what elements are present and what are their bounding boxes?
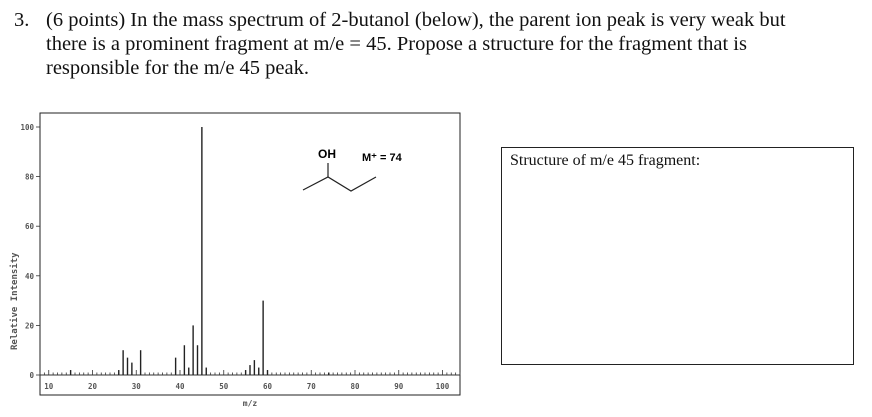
- oh-label: OH: [318, 147, 336, 161]
- question-line: responsible for the m/e 45 peak.: [46, 57, 310, 79]
- question-number: 3.: [14, 9, 30, 31]
- y-tick-label: 100: [20, 123, 34, 132]
- carbon-chain: [302, 176, 377, 192]
- x-tick-label: 20: [88, 382, 98, 391]
- mass-spectrum-chart: Relative Intensity m/z 10 20 30 40 50 60 70 80 9…: [9, 112, 461, 408]
- x-tick-label: 30: [132, 382, 142, 391]
- x-tick-label: 100: [436, 382, 450, 391]
- y-axis-label: Relative Intensity: [9, 252, 20, 350]
- mplus-label: M⁺ = 74: [362, 152, 403, 164]
- x-tick-label: 70: [307, 382, 317, 391]
- molecule-structure: OH M⁺ = 74: [302, 147, 403, 192]
- y-tick-label: 20: [25, 321, 35, 330]
- x-tick-label: 90: [394, 382, 404, 391]
- y-tick-label: 0: [29, 371, 34, 380]
- question-line: there is a prominent fragment at m/e = 4…: [46, 33, 747, 55]
- x-tick-label: 50: [219, 382, 229, 391]
- x-tick-label: 60: [263, 382, 273, 391]
- y-tick-label: 40: [25, 272, 35, 281]
- peaks: [69, 127, 330, 375]
- x-tick-label: 10: [44, 382, 54, 391]
- question-line: (6 points) In the mass spectrum of 2-but…: [46, 9, 786, 31]
- answer-box[interactable]: Structure of m/e 45 fragment:: [501, 147, 854, 365]
- y-tick-label: 80: [25, 173, 35, 182]
- question-body: (6 points) In the mass spectrum of 2-but…: [46, 8, 866, 80]
- answer-box-label: Structure of m/e 45 fragment:: [510, 152, 701, 169]
- y-tick-label: 60: [25, 222, 35, 231]
- x-axis-label: m/z: [243, 399, 258, 408]
- x-tick-label: 80: [350, 382, 360, 391]
- plot-frame: [39, 112, 461, 396]
- x-tick-label: 40: [175, 382, 185, 391]
